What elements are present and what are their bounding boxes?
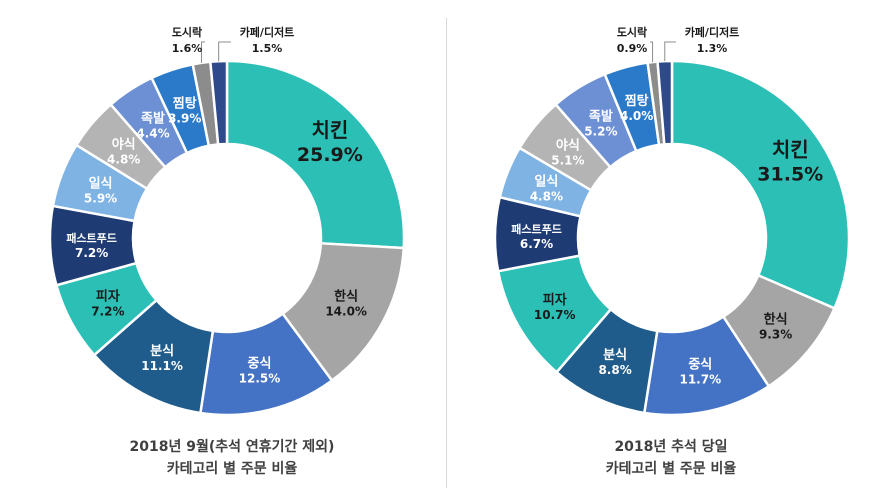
slice-right-0 [670, 59, 851, 310]
slice-label-right-6: 일식 [534, 173, 558, 189]
slice-value-left-6: 5.9% [84, 191, 117, 205]
leader-line-right-11 [664, 41, 676, 62]
slice-value-right-3: 8.8% [598, 363, 631, 377]
slice-label-left-10: 도시락 [172, 26, 202, 39]
slice-label-left-2: 중식 [247, 356, 271, 372]
slice-label-right-4: 피자 [543, 293, 567, 308]
slice-value-left-1: 14.0% [325, 305, 367, 319]
slice-value-right-8: 5.2% [584, 125, 617, 139]
leader-line-left-11 [218, 41, 231, 62]
slice-value-right-5: 6.7% [520, 237, 553, 251]
slice-label-left-3: 분식 [150, 343, 174, 359]
slice-label-left-0: 치킨 [311, 118, 348, 142]
slice-value-right-1: 9.3% [759, 327, 792, 341]
donut-chart-left: 치킨25.9%한식14.0%중식12.5%분식11.1%피자7.2%패스트푸드7… [48, 25, 406, 417]
chart-title-right: 2018년 추석 당일 카테고리 별 주문 비율 [471, 436, 871, 480]
slice-label-left-11: 카페/디저트 [240, 25, 295, 39]
slice-label-right-10: 도시락 [617, 26, 647, 39]
slice-value-left-9: 3.9% [168, 111, 201, 125]
slice-value-right-7: 5.1% [551, 153, 584, 167]
slice-value-right-10: 0.9% [617, 42, 648, 55]
slice-label-left-6: 일식 [89, 175, 113, 191]
slice-value-left-7: 4.8% [107, 152, 140, 166]
chart-title-left: 2018년 9월(추석 연휴기간 제외) 카테고리 별 주문 비율 [32, 436, 432, 480]
chart-title-left-line-2: 카테고리 별 주문 비율 [166, 461, 298, 477]
slice-label-right-0: 치킨 [772, 137, 809, 161]
slice-label-right-9: 찜탕 [625, 93, 649, 109]
slice-label-right-3: 분식 [603, 347, 627, 363]
slice-label-right-11: 카페/디저트 [685, 25, 740, 39]
slice-left-11 [209, 59, 229, 146]
leader-line-right-10 [650, 41, 654, 63]
slice-value-left-8: 4.4% [136, 127, 169, 141]
slice-value-left-4: 7.2% [91, 305, 124, 319]
slice-label-left-7: 야식 [112, 136, 136, 152]
leader-line-left-10 [201, 41, 205, 63]
chart-title-right-line-1: 2018년 추석 당일 [614, 439, 728, 455]
slice-value-left-2: 12.5% [239, 372, 281, 386]
slice-value-left-3: 11.1% [141, 359, 183, 373]
slice-label-left-9: 찜탕 [173, 95, 197, 111]
slice-label-right-1: 한식 [764, 311, 788, 327]
slice-value-left-0: 25.9% [297, 144, 363, 166]
chart-divider [446, 18, 447, 488]
slice-label-right-2: 중식 [688, 357, 712, 373]
slice-label-left-4: 피자 [96, 290, 120, 305]
slice-label-right-5: 패스트푸드 [511, 222, 562, 236]
slice-left-0 [225, 59, 406, 250]
slice-value-left-11: 1.5% [252, 42, 283, 55]
slice-value-right-9: 4.0% [620, 109, 653, 123]
slice-label-left-1: 한식 [334, 289, 358, 305]
slice-value-right-6: 4.8% [530, 189, 563, 203]
slice-value-left-5: 7.2% [75, 246, 108, 260]
slice-label-left-8: 족발 [141, 111, 165, 127]
slice-value-left-10: 1.6% [172, 42, 203, 55]
slice-label-left-5: 패스트푸드 [66, 231, 117, 245]
slice-value-right-4: 10.7% [534, 308, 576, 322]
chart-title-left-line-1: 2018년 9월(추석 연휴기간 제외) [129, 439, 335, 455]
slice-value-right-11: 1.3% [697, 42, 728, 55]
slice-label-right-8: 족발 [589, 109, 613, 125]
slice-label-right-7: 야식 [556, 137, 580, 153]
slice-value-right-2: 11.7% [679, 373, 721, 387]
slice-value-right-0: 31.5% [757, 163, 823, 185]
slice-right-11 [656, 59, 674, 146]
chart-title-right-line-2: 카테고리 별 주문 비율 [605, 461, 737, 477]
